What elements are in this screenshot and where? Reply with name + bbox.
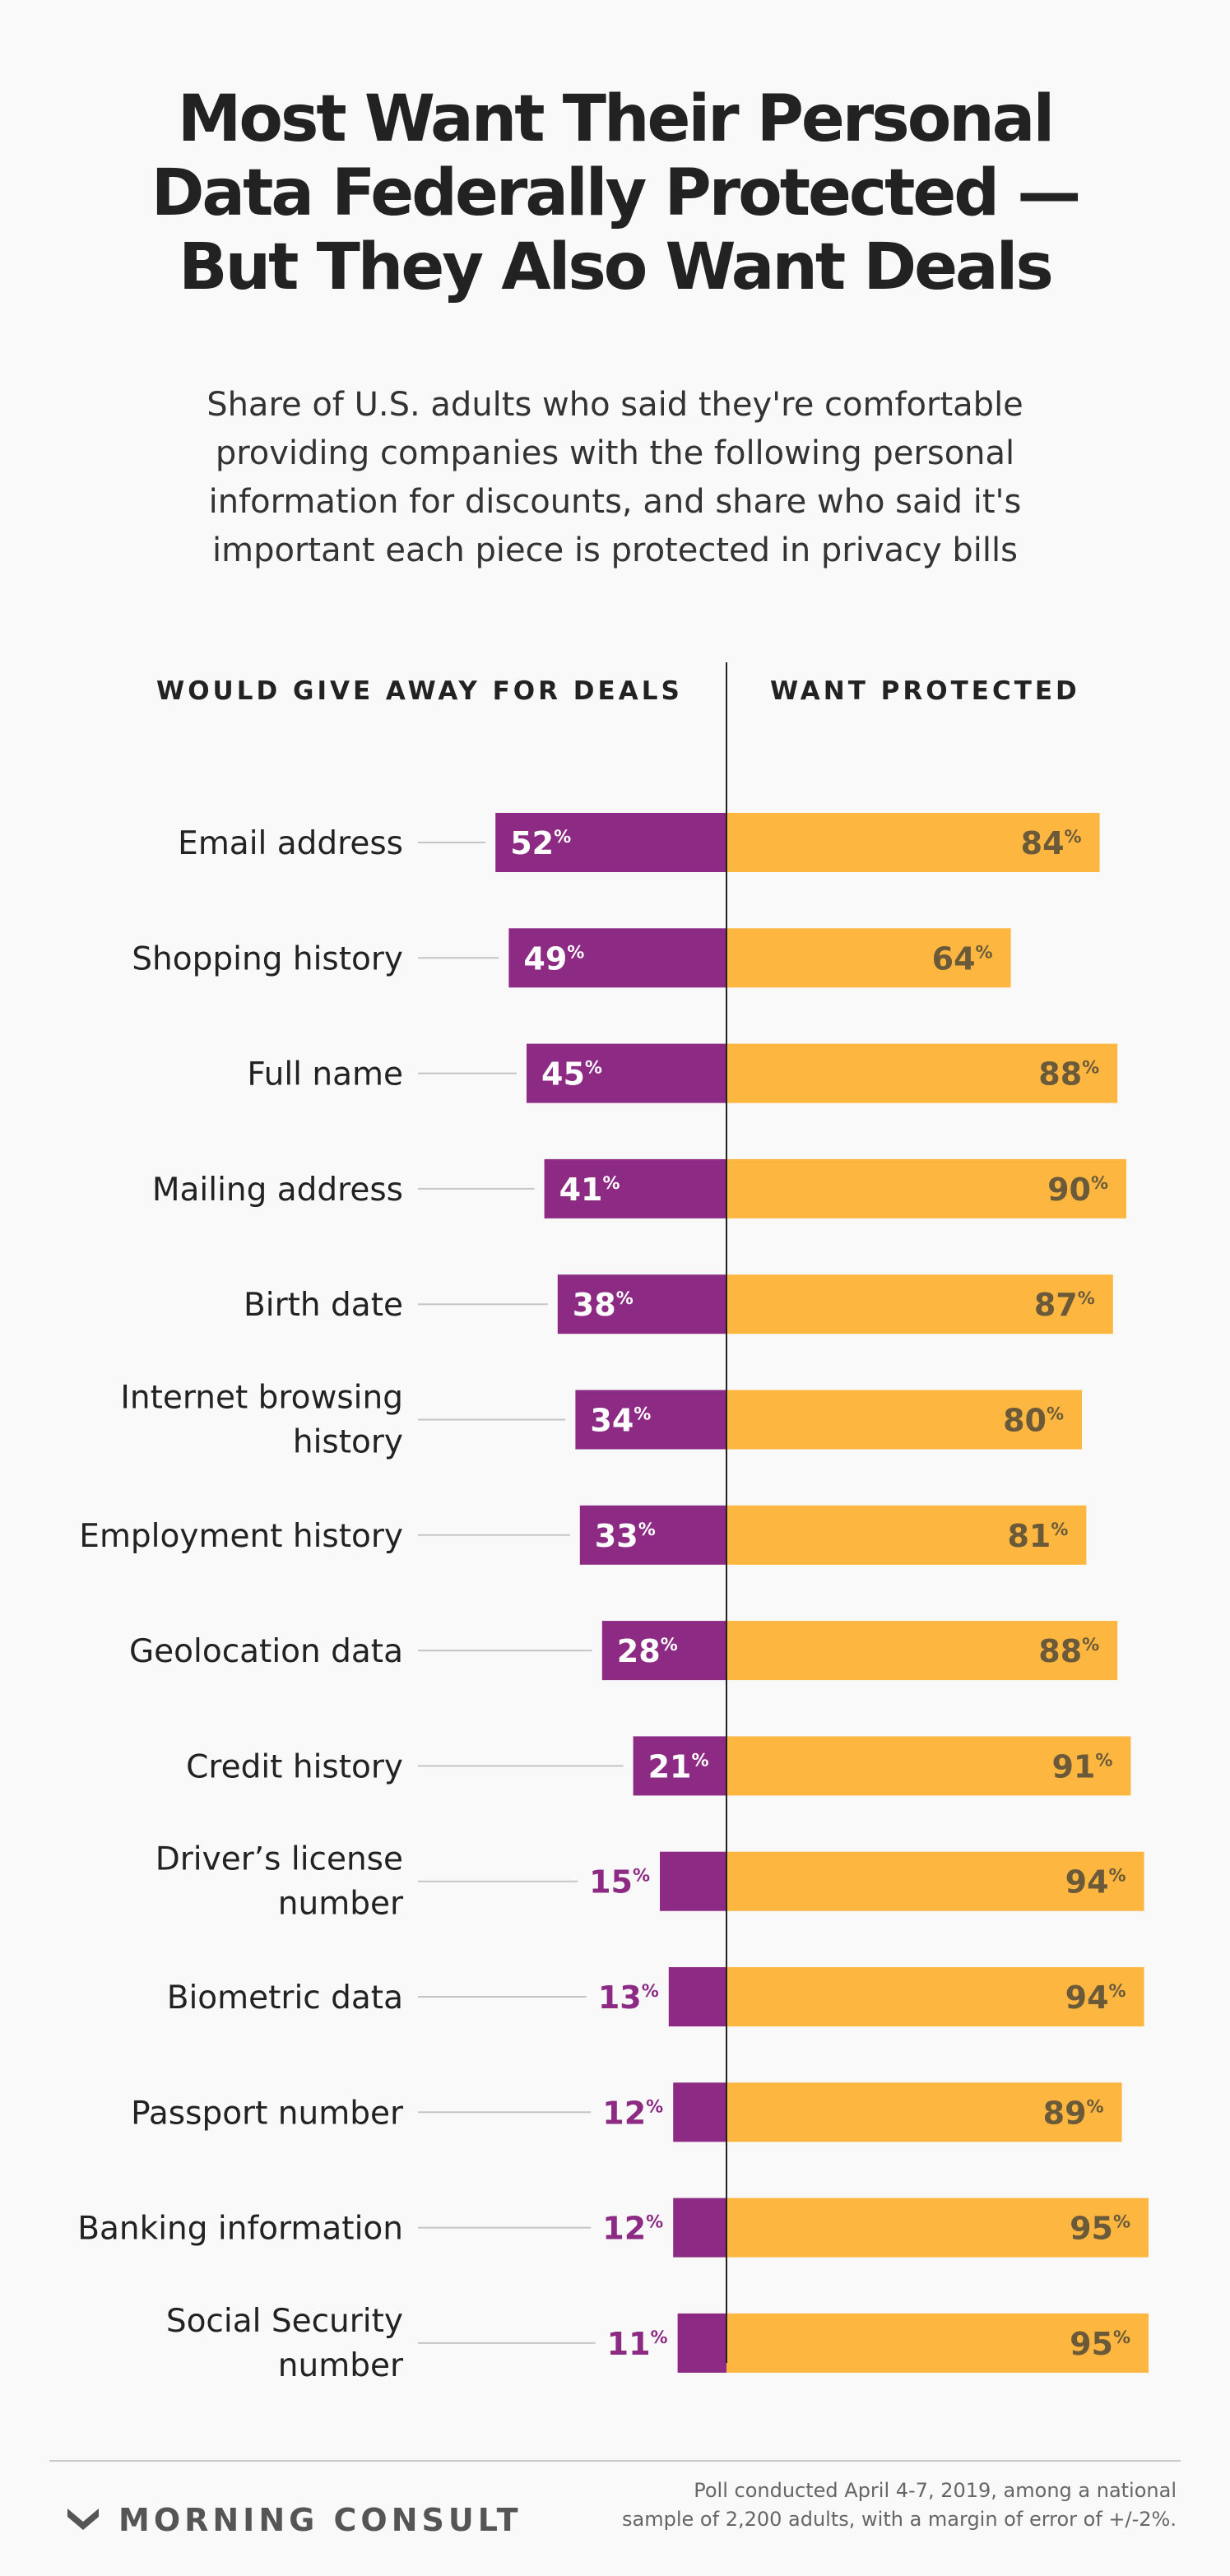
category-label: Driver’s license [155,1841,403,1878]
bar-protected [726,1851,1144,1911]
footer-divider [49,2460,1181,2462]
category-label: number [278,2347,404,2384]
value-label-protected: 87% [1034,1287,1095,1323]
category-label: Passport number [131,2095,404,2132]
note-line: sample of 2,200 adults, with a margin of… [622,2508,1177,2531]
mc-logo-icon [67,2509,99,2530]
title-line: But They Also Want Deals [179,230,1054,304]
bar-protected [726,2198,1149,2258]
methodology-note: Poll conducted April 4-7, 2019, among a … [622,2476,1177,2534]
bar-protected [726,1158,1126,1218]
bar-deals [527,1043,726,1103]
bar-protected [726,1505,1087,1565]
value-label-protected: 84% [1021,825,1082,861]
value-label-deals: 13% [598,1980,659,2016]
value-label-protected: 88% [1038,1633,1099,1669]
bar-deals [575,1390,726,1450]
value-label-protected: 90% [1047,1172,1108,1208]
value-label-deals: 41% [559,1172,620,1208]
bar-protected [726,928,1011,988]
value-label-protected: 95% [1070,2326,1130,2362]
bar-deals [668,1967,726,2026]
bar-deals [673,2198,726,2258]
bar-protected [726,1736,1131,1796]
subtitle-line: providing companies with the following p… [215,434,1015,472]
bar-deals [601,1621,726,1681]
value-label-deals: 38% [573,1287,634,1323]
bar-deals [677,2313,726,2373]
value-label-deals: 45% [541,1056,602,1093]
value-label-protected: 94% [1065,1864,1126,1901]
category-label: Banking information [77,2211,403,2248]
category-label: Geolocation data [129,1633,403,1670]
column-header-deals: WOULD GIVE AWAY FOR DEALS [156,676,683,706]
value-label-protected: 95% [1070,2211,1130,2247]
value-label-protected: 64% [932,940,993,977]
category-label: Full name [247,1056,403,1093]
bar-deals [579,1505,726,1565]
value-label-protected: 94% [1065,1980,1126,2016]
value-label-deals: 12% [602,2211,663,2247]
bar-deals [660,1851,726,1911]
subtitle-line: information for discounts, and share who… [208,483,1022,521]
brand: MORNING CONSULT [66,2499,522,2541]
category-label: history [293,1424,403,1461]
brand-name: MORNING CONSULT [118,2502,522,2538]
value-label-deals: 12% [602,2095,663,2131]
bar-protected [726,2313,1149,2373]
subtitle-line: Share of U.S. adults who said they're co… [207,386,1023,424]
title-line: Most Want Their Personal [177,82,1055,156]
bar-deals [633,1736,726,1796]
column-header-protected: WANT PROTECTED [770,676,1080,706]
bar-protected [726,813,1100,872]
category-label: Credit history [186,1748,403,1785]
category-label: Social Security [166,2303,403,2340]
category-label: Internet browsing [120,1380,403,1417]
bar-protected [726,1390,1082,1450]
value-label-protected: 88% [1038,1056,1099,1093]
value-label-protected: 80% [1003,1403,1064,1439]
category-label: Biometric data [167,1980,403,2017]
bar-protected [726,1967,1144,2026]
bar-protected [726,2082,1122,2142]
value-label-deals: 11% [607,2326,668,2362]
category-label: Birth date [244,1287,403,1324]
value-label-protected: 81% [1007,1518,1068,1554]
chart-title: Most Want Their Personal Data Federally … [0,82,1230,304]
value-label-protected: 89% [1043,2095,1104,2131]
category-label: Email address [178,825,403,862]
value-label-protected: 91% [1051,1748,1112,1785]
category-label: Mailing address [152,1172,403,1209]
chart-subtitle: Share of U.S. adults who said they're co… [0,381,1230,575]
value-label-deals: 52% [510,825,571,861]
value-label-deals: 33% [595,1518,656,1554]
bar-deals [495,813,726,872]
value-label-deals: 49% [523,940,584,977]
bar-protected [726,1621,1118,1681]
bar-protected [726,1043,1118,1103]
note-line: Poll conducted April 4-7, 2019, among a … [694,2479,1177,2502]
bar-deals [557,1274,726,1334]
bar-deals [544,1158,726,1218]
category-label: Employment history [79,1518,403,1555]
bar-deals [508,928,726,988]
subtitle-line: important each piece is protected in pri… [212,531,1018,569]
title-line: Data Federally Protected — [151,156,1082,230]
category-label: Shopping history [132,940,403,977]
bar-deals [673,2082,726,2142]
value-label-deals: 28% [617,1633,678,1669]
value-label-deals: 34% [590,1403,651,1439]
category-label: number [278,1886,404,1923]
bar-protected [726,1274,1113,1334]
value-label-deals: 15% [589,1864,650,1901]
value-label-deals: 21% [648,1748,709,1785]
